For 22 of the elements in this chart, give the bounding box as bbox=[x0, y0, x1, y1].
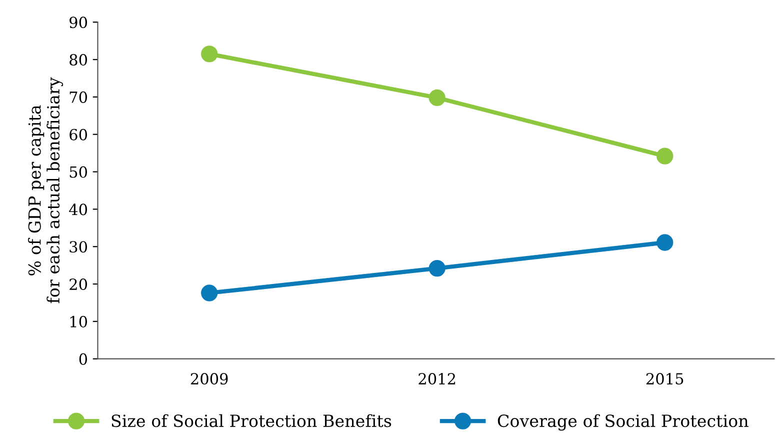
legend-label: Size of Social Protection Benefits bbox=[112, 414, 392, 428]
point bbox=[656, 234, 674, 251]
x-tick-label: 2015 bbox=[646, 372, 684, 385]
point bbox=[428, 89, 446, 106]
legend-label: Coverage of Social Protection bbox=[498, 414, 748, 431]
x-tick-label: 2009 bbox=[190, 372, 228, 385]
y-tick-label: 40 bbox=[69, 204, 88, 216]
y-tick-label: 90 bbox=[70, 16, 88, 28]
y-tick-label: 10 bbox=[70, 316, 88, 328]
y-tick-label: 70 bbox=[70, 91, 88, 103]
y-axis-title: % of GDP per capita for each actual beneficiary bbox=[28, 77, 64, 304]
y-tick-label: 50 bbox=[70, 166, 88, 178]
y-tick-label: 80 bbox=[70, 54, 88, 66]
y-tick-label: 30 bbox=[70, 241, 88, 253]
point bbox=[428, 260, 446, 277]
point bbox=[656, 148, 674, 164]
x-tick-label: 2012 bbox=[418, 372, 456, 385]
point bbox=[201, 46, 218, 62]
y-tick-label: 60 bbox=[70, 128, 88, 140]
point bbox=[201, 284, 218, 302]
y-tick-label: 20 bbox=[70, 278, 88, 290]
y-tick-label: 0 bbox=[79, 353, 88, 365]
